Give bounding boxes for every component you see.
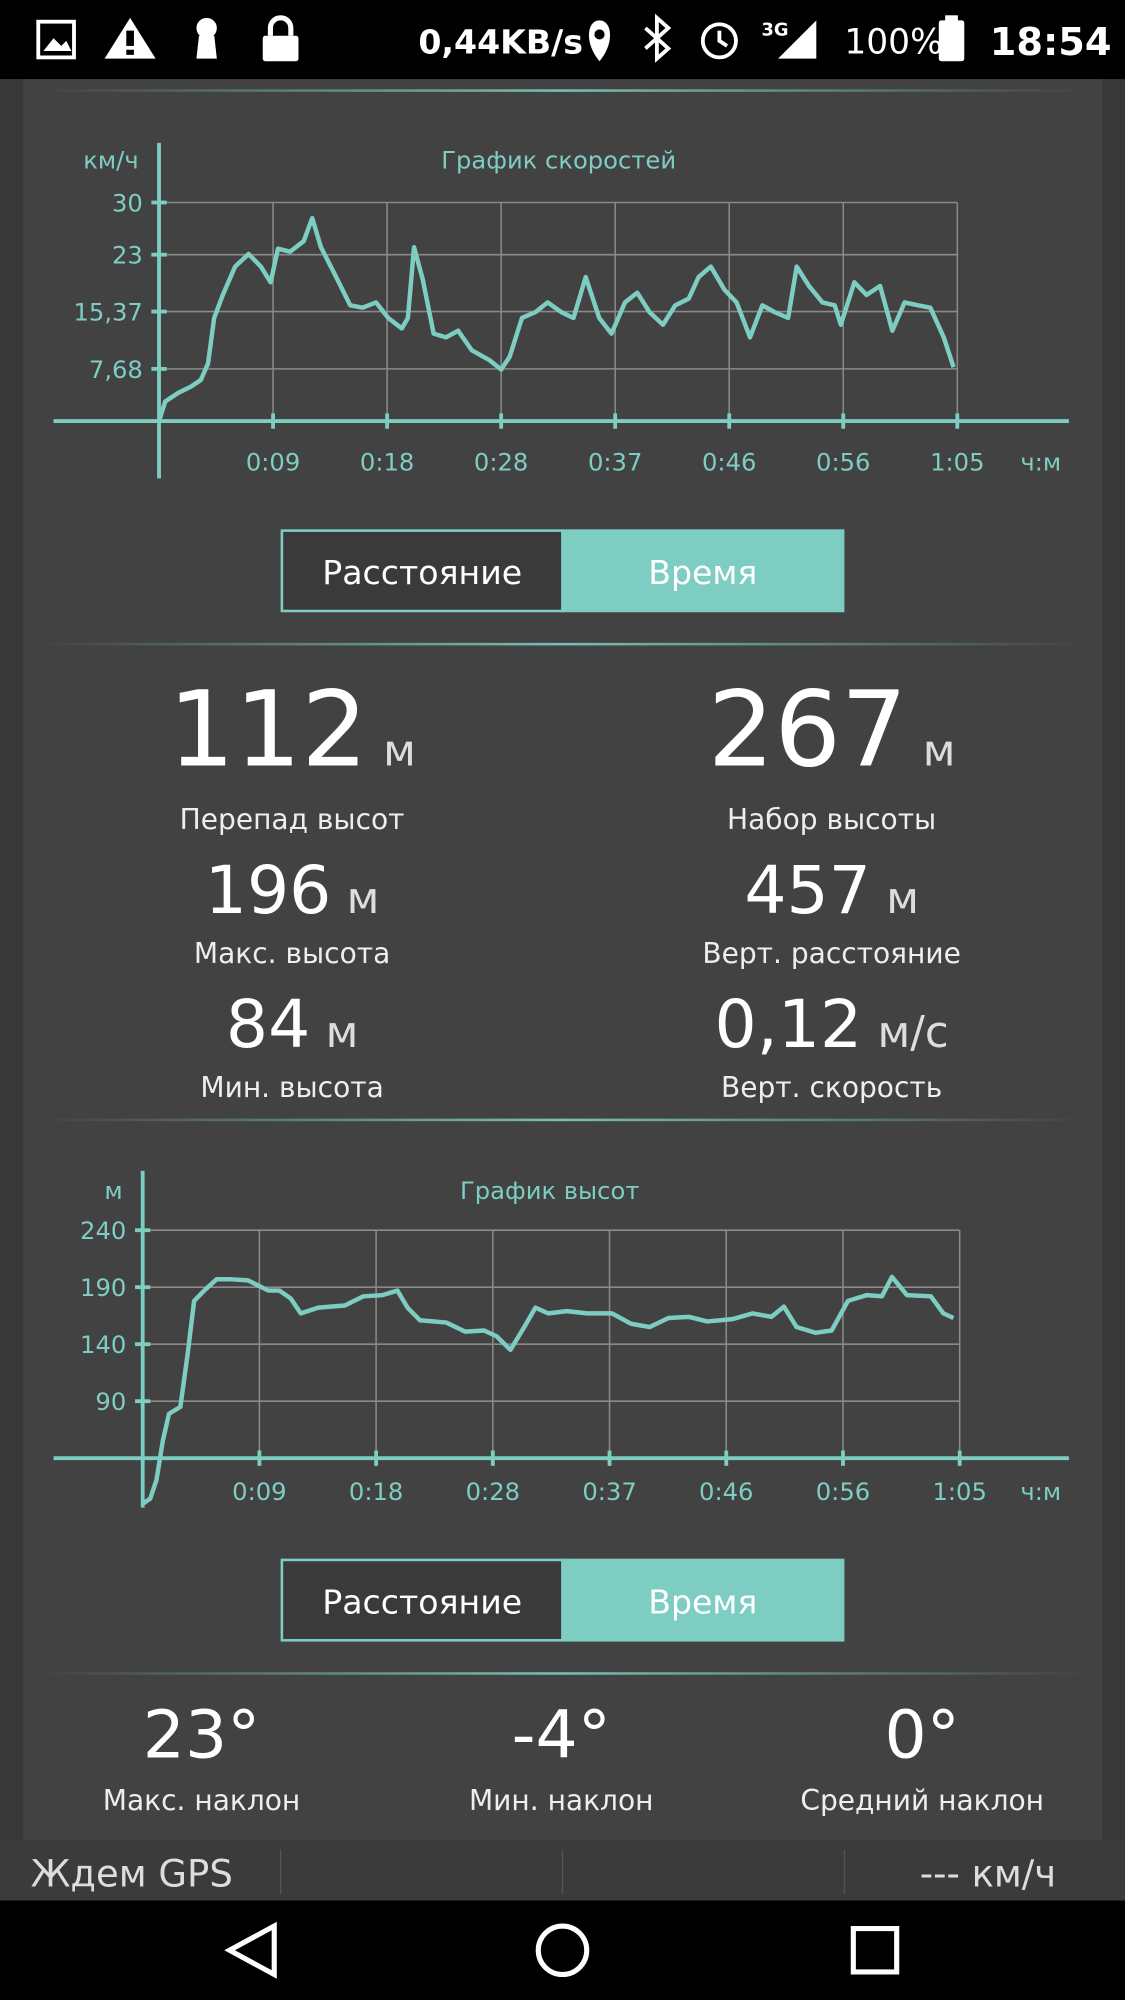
stat-label: Верт. расстояние [702, 937, 961, 970]
stat-label: Макс. высота [194, 937, 390, 970]
stat-value: 196 м [205, 851, 380, 929]
chart-title: График высот [460, 1177, 639, 1205]
stat-label: Перепад высот [180, 803, 405, 836]
separator [38, 89, 1087, 92]
toggle-option-label: Расстояние [322, 553, 522, 592]
clock: 18:54 [990, 20, 1112, 65]
toggle-option-label: Время [648, 1583, 757, 1622]
nav-bar [0, 1900, 1125, 2000]
slope-label: Средний наклон [800, 1784, 1044, 1817]
y-tick-label: 7,68 [89, 356, 143, 384]
x-tick-label: 0:28 [474, 449, 528, 477]
x-axis-label: ч:м [1020, 1478, 1061, 1506]
separator [38, 1672, 1087, 1675]
separator [38, 1118, 1087, 1122]
current-speed: --- км/ч [920, 1852, 1056, 1895]
x-tick-label: 0:37 [582, 1478, 636, 1506]
slope-value: 0° [885, 1696, 960, 1774]
y-tick-label: 140 [80, 1331, 126, 1359]
x-tick-label: 0:46 [702, 449, 756, 477]
x-tick-label: 1:05 [932, 1478, 986, 1506]
x-tick-label: 1:05 [930, 449, 984, 477]
stat-unit: м [347, 874, 380, 924]
chart-title: График скоростей [441, 146, 676, 174]
stat-value: 0,12 м/с [715, 985, 949, 1063]
separator [38, 642, 1087, 646]
network-speed: 0,44KB/s [418, 23, 583, 62]
stat-number: 112 [168, 668, 368, 790]
stat-label: Верт. скорость [721, 1071, 942, 1104]
status-icons [36, 13, 965, 63]
stat-value: 112 м [168, 668, 416, 790]
y-tick-label: 15,37 [74, 298, 143, 326]
home-button[interactable] [535, 1923, 590, 1978]
stat-number: 84 [226, 985, 310, 1063]
stat-number: 196 [205, 851, 332, 929]
slope-value: 23° [143, 1696, 261, 1774]
y-tick-label: 23 [112, 242, 143, 270]
stat-unit: м [886, 874, 919, 924]
battery-level: 100% [844, 23, 942, 63]
stat-value: 457 м [744, 851, 919, 929]
slope-label: Макс. наклон [103, 1784, 300, 1817]
recents-button[interactable] [850, 1926, 900, 1975]
toggle-option-label: Время [648, 553, 757, 592]
stat-unit: м [326, 1008, 359, 1058]
y-tick-label: 30 [112, 189, 143, 217]
data-line [156, 215, 956, 422]
stat-number: 267 [708, 668, 908, 790]
y-tick-label: 240 [80, 1217, 126, 1245]
x-tick-label: 0:28 [466, 1478, 520, 1506]
x-tick-label: 0:09 [232, 1478, 286, 1506]
network-type: 3G [761, 20, 788, 41]
x-tick-label: 0:18 [349, 1478, 403, 1506]
stat-number: 457 [744, 851, 871, 929]
toggle-option[interactable] [280, 1558, 564, 1642]
toggle-option[interactable] [280, 529, 564, 613]
toggle-option[interactable] [561, 529, 845, 613]
stat-value: 267 м [708, 668, 956, 790]
stat-label: Мин. высота [200, 1071, 383, 1104]
y-tick-label: 90 [95, 1388, 126, 1416]
x-tick-label: 0:56 [816, 1478, 870, 1506]
y-axis-label: м [104, 1177, 122, 1205]
toggle-option[interactable] [561, 1558, 845, 1642]
x-tick-label: 0:18 [360, 449, 414, 477]
x-tick-label: 0:09 [246, 449, 300, 477]
stat-label: Набор высоты [727, 803, 936, 836]
toggle-option-label: Расстояние [322, 1583, 522, 1622]
data-line [141, 1274, 955, 1506]
x-tick-label: 0:46 [699, 1478, 753, 1506]
x-axis-label: ч:м [1020, 449, 1061, 477]
slope-label: Мин. наклон [469, 1784, 653, 1817]
stat-unit: м/с [878, 1008, 949, 1058]
stat-value: 84 м [226, 985, 358, 1063]
slope-value: -4° [512, 1696, 611, 1774]
back-button[interactable] [224, 1921, 277, 1979]
y-axis-label: км/ч [83, 146, 138, 174]
x-tick-label: 0:37 [588, 449, 642, 477]
x-tick-label: 0:56 [816, 449, 870, 477]
y-tick-label: 190 [80, 1274, 126, 1302]
status-bar [0, 0, 1125, 80]
stat-number: 0,12 [715, 985, 863, 1063]
stat-unit: м [923, 726, 956, 776]
gps-status: Ждем GPS [31, 1852, 233, 1895]
stat-unit: м [383, 726, 416, 776]
